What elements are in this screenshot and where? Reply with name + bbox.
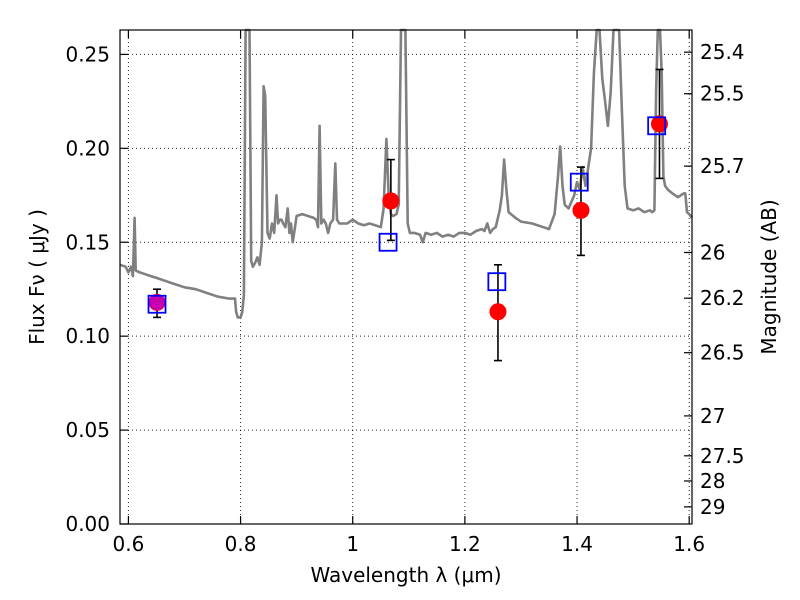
model-photometry-point: [378, 232, 398, 252]
mag-tick-label: 27.5: [700, 444, 745, 468]
model-photometry-point: [569, 172, 589, 192]
y-tick-label: 0.20: [65, 136, 110, 160]
model-spectrum: [119, 28, 694, 319]
model-photometry-points: [147, 116, 667, 314]
overlap-point: [149, 294, 166, 311]
observed-point: [572, 201, 590, 219]
mag-tick-label: 25.7: [700, 154, 745, 178]
observed-point: [489, 303, 507, 321]
y-tick-label: 0.25: [65, 42, 110, 66]
axis-ticks: [120, 30, 692, 525]
observed-points: [148, 115, 668, 321]
y-axis-title: Flux Fν ( μJy ): [25, 209, 49, 345]
model-photometry-point: [647, 116, 667, 136]
observed-point: [650, 115, 668, 133]
y-tick-label: 0.15: [65, 230, 110, 254]
x-axis-title: Wavelength λ (μm): [310, 563, 501, 587]
model-spectrum-line: [119, 28, 694, 319]
y-tick-label: 0.00: [65, 512, 110, 536]
x-tick-label: 0.6: [113, 532, 145, 556]
mag-tick-label: 26.2: [700, 286, 745, 310]
mag-tick-label: 26: [700, 240, 725, 264]
x-tick-label: 1.4: [561, 532, 593, 556]
mag-tick-label: 25.5: [700, 82, 745, 106]
x-tick-label: 1.6: [673, 532, 705, 556]
y-tick-label: 0.10: [65, 324, 110, 348]
observed-point: [382, 192, 400, 210]
model-photometry-point: [487, 272, 507, 292]
x-tick-label: 1: [346, 532, 359, 556]
mag-tick-label: 26.5: [700, 341, 745, 365]
mag-tick-label: 29: [700, 495, 725, 519]
mag-tick-label: 28: [700, 469, 725, 493]
tick-labels: 0.6 0.8 1 1.2 1.4 1.6 0.00 0.05 0.10 0.15 0.20 0.25…: [65, 40, 744, 556]
y-tick-label: 0.05: [65, 418, 110, 442]
model-photometry-point: [147, 294, 167, 314]
x-tick-label: 1.2: [449, 532, 481, 556]
mag-tick-label: 25.4: [700, 40, 745, 64]
x-tick-label: 0.8: [225, 532, 257, 556]
y2-axis-title: Magnitude (AB): [757, 199, 781, 354]
plot-frame: [119, 29, 693, 525]
mag-tick-label: 27: [700, 404, 725, 428]
